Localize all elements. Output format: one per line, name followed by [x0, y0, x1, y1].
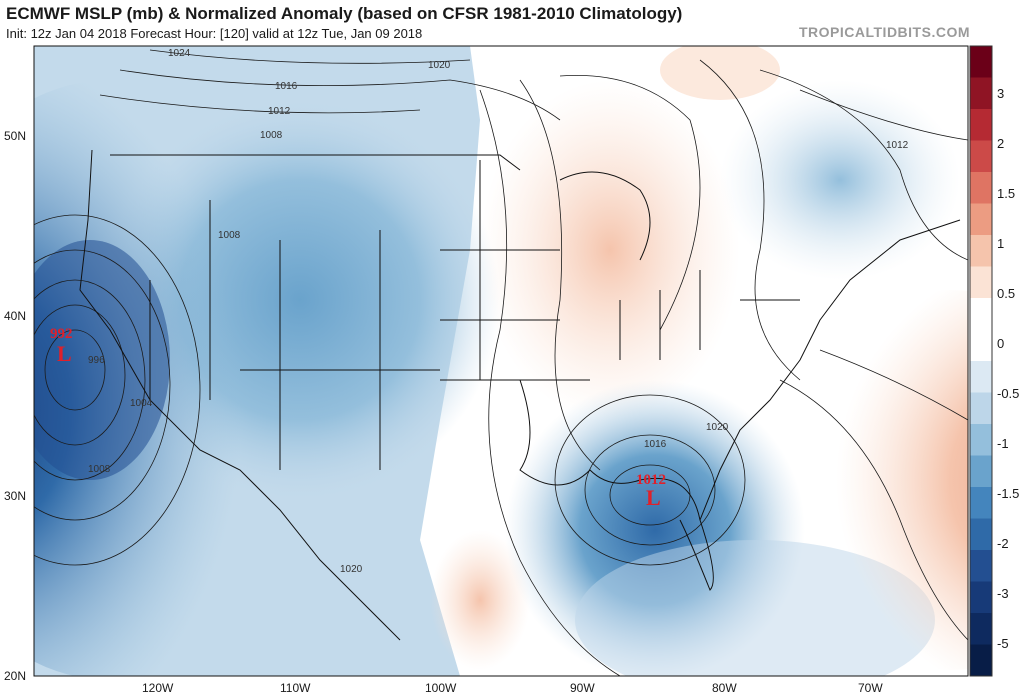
longitude-labels: 120W 110W 100W 90W 80W 70W [142, 681, 883, 695]
colorbar-frame [969, 45, 993, 677]
colorbar-segment [970, 172, 992, 204]
colorbar-segment [970, 550, 992, 582]
chart-subtitle: Init: 12z Jan 04 2018 Forecast Hour: [12… [6, 26, 423, 41]
colorbar-segment [970, 235, 992, 267]
colorbar-segment [970, 109, 992, 141]
isobar-value-labels: 1024 1020 1016 1012 1008 1008 996 1004 1… [88, 48, 909, 575]
colorbar-tick-label: 0 [997, 336, 1004, 351]
isobar-label: 1016 [275, 81, 298, 92]
colorbar-segment [970, 424, 992, 456]
colorbar-segment [970, 361, 992, 393]
isobar-label: 1004 [130, 398, 153, 409]
brand-watermark[interactable]: TROPICALTIDBITS.COM [798, 24, 970, 40]
colorbar-segment [970, 581, 992, 614]
colorbar-tick-label: -0.5 [997, 386, 1019, 401]
colorbar-tick-label: 2 [997, 136, 1004, 151]
low-pressure-west: 992 L [50, 326, 73, 366]
isobar-label: 1008 [218, 230, 241, 241]
colorbar-segment [970, 392, 992, 425]
low-pressure-symbol: L [57, 341, 72, 366]
isobar-label: 1012 [886, 140, 909, 151]
latitude-labels: 50N 40N 30N 20N [4, 129, 26, 683]
isobar-label: 1012 [268, 106, 291, 117]
boundary-lines [79, 149, 961, 641]
isobar-label: 1020 [428, 60, 451, 71]
isobar-lines [34, 49, 968, 676]
colorbar-tick-label: 1 [997, 236, 1004, 251]
colorbar-segment [970, 487, 992, 519]
isobar-label: 996 [88, 355, 105, 366]
colorbar-tick-label: -1 [997, 436, 1009, 451]
lon-label-70w: 70W [858, 681, 883, 695]
lon-label-100w: 100W [425, 681, 457, 695]
lon-label-110w: 110W [280, 681, 311, 695]
colorbar-segment [970, 613, 992, 645]
low-pressure-gulf: 1012 L [636, 472, 666, 510]
colorbar-segment [970, 298, 992, 330]
isobar-label: 1020 [706, 422, 729, 433]
chart-title: ECMWF MSLP (mb) & Normalized Anomaly (ba… [6, 4, 683, 23]
colorbar-segment [970, 518, 992, 551]
colorbar-segment [970, 644, 992, 677]
isobar-label: 1008 [260, 130, 283, 141]
lat-label-30n: 30N [4, 489, 26, 503]
lon-label-90w: 90W [570, 681, 595, 695]
colorbar-segment [970, 77, 992, 110]
colorbar-segment [970, 329, 992, 362]
isobar-label: 1008 [88, 464, 111, 475]
colorbar-tick-label: -5 [997, 636, 1009, 651]
isobar-label: 1024 [168, 48, 191, 59]
colorbar-tick-label: -1.5 [997, 486, 1019, 501]
colorbar-segment [970, 140, 992, 173]
colorbar-tick-label: 0.5 [997, 286, 1015, 301]
colorbar: 3 2 1.5 1 0.5 0 -0.5 -1 -1.5 -2 -3 -5 [969, 45, 1019, 677]
lon-label-120w: 120W [142, 681, 174, 695]
lon-label-80w: 80W [712, 681, 737, 695]
colorbar-segment [970, 203, 992, 236]
colorbar-tick-label: 1.5 [997, 186, 1015, 201]
colorbar-segment [970, 46, 992, 78]
colorbar-tick-label: 3 [997, 86, 1004, 101]
low-pressure-symbol: L [646, 485, 661, 510]
map-frame [33, 45, 969, 677]
colorbar-tick-label: -2 [997, 536, 1009, 551]
anomaly-shading [34, 46, 968, 676]
colorbar-tick-label: -3 [997, 586, 1009, 601]
low-pressure-value: 992 [50, 326, 73, 342]
low-pressure-value: 1012 [636, 472, 666, 488]
lat-label-20n: 20N [4, 669, 26, 683]
lat-label-40n: 40N [4, 309, 26, 323]
lat-label-50n: 50N [4, 129, 26, 143]
isobar-label: 1016 [644, 439, 667, 450]
colorbar-segment [970, 455, 992, 488]
isobar-label: 1020 [340, 564, 363, 575]
colorbar-segment [970, 266, 992, 299]
